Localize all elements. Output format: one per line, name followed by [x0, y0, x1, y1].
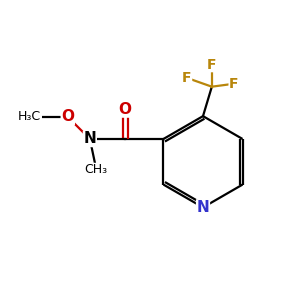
Text: O: O	[61, 110, 74, 124]
Text: N: N	[196, 200, 209, 215]
Text: O: O	[119, 102, 132, 117]
Text: N: N	[83, 131, 96, 146]
Text: F: F	[207, 58, 217, 72]
Text: F: F	[229, 77, 239, 91]
Text: H₃C: H₃C	[18, 110, 41, 123]
Text: CH₃: CH₃	[84, 164, 107, 176]
Text: F: F	[182, 71, 192, 85]
